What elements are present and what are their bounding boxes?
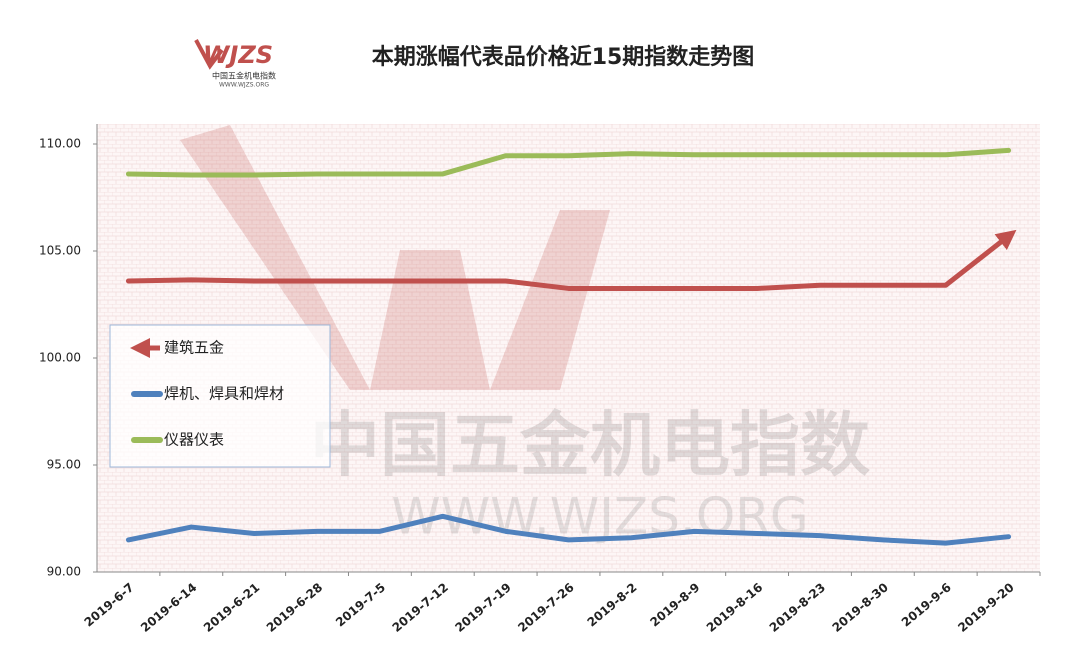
- x-tick-label: 2019-7-5: [333, 580, 388, 629]
- chart-title: 本期涨幅代表品价格近15期指数走势图: [372, 44, 755, 70]
- y-tick-label: 90.00: [47, 565, 81, 579]
- x-tick-label: 2019-8-23: [767, 580, 828, 635]
- x-tick-label: 2019-7-26: [515, 580, 576, 635]
- x-tick-label: 2019-6-7: [82, 580, 137, 629]
- x-tick-label: 2019-7-12: [390, 580, 451, 635]
- x-tick-label: 2019-8-2: [585, 580, 640, 629]
- watermark-name: 中国五金机电指数: [310, 404, 870, 486]
- logo-mark: WJZS: [203, 41, 273, 69]
- x-tick-label: 2019-9-20: [955, 580, 1016, 635]
- y-tick-label: 105.00: [39, 244, 81, 258]
- watermark-url: WWW.WJZS.ORG: [391, 488, 808, 546]
- series-line: [125, 229, 1017, 291]
- watermark: 中国五金机电指数 WWW.WJZS.ORG: [180, 125, 870, 546]
- x-tick-label: 2019-8-9: [647, 580, 702, 629]
- legend-label: 焊机、焊具和焊材: [164, 385, 284, 403]
- legend-label: 建筑五金: [164, 339, 224, 357]
- x-tick-label: 2019-9-6: [899, 580, 954, 629]
- x-tick-label: 2019-6-21: [201, 580, 262, 635]
- logo-name: 中国五金机电指数: [212, 71, 276, 81]
- logo: WJZS 中国五金机电指数 WWW.WJZS.ORG: [194, 39, 276, 89]
- x-tick-label: 2019-8-16: [704, 580, 765, 635]
- x-tick-label: 2019-8-30: [830, 580, 891, 635]
- legend-label: 仪器仪表: [164, 431, 224, 449]
- y-tick-label: 100.00: [39, 351, 81, 365]
- x-tick-label: 2019-6-14: [138, 580, 199, 635]
- series-line: [125, 147, 1012, 178]
- y-tick-label: 110.00: [39, 137, 81, 151]
- x-tick-label: 2019-6-28: [264, 580, 325, 635]
- series-line: [125, 513, 1012, 546]
- y-tick-label: 95.00: [47, 458, 81, 472]
- x-tick-label: 2019-7-19: [452, 580, 513, 635]
- logo-url: WWW.WJZS.ORG: [219, 82, 269, 89]
